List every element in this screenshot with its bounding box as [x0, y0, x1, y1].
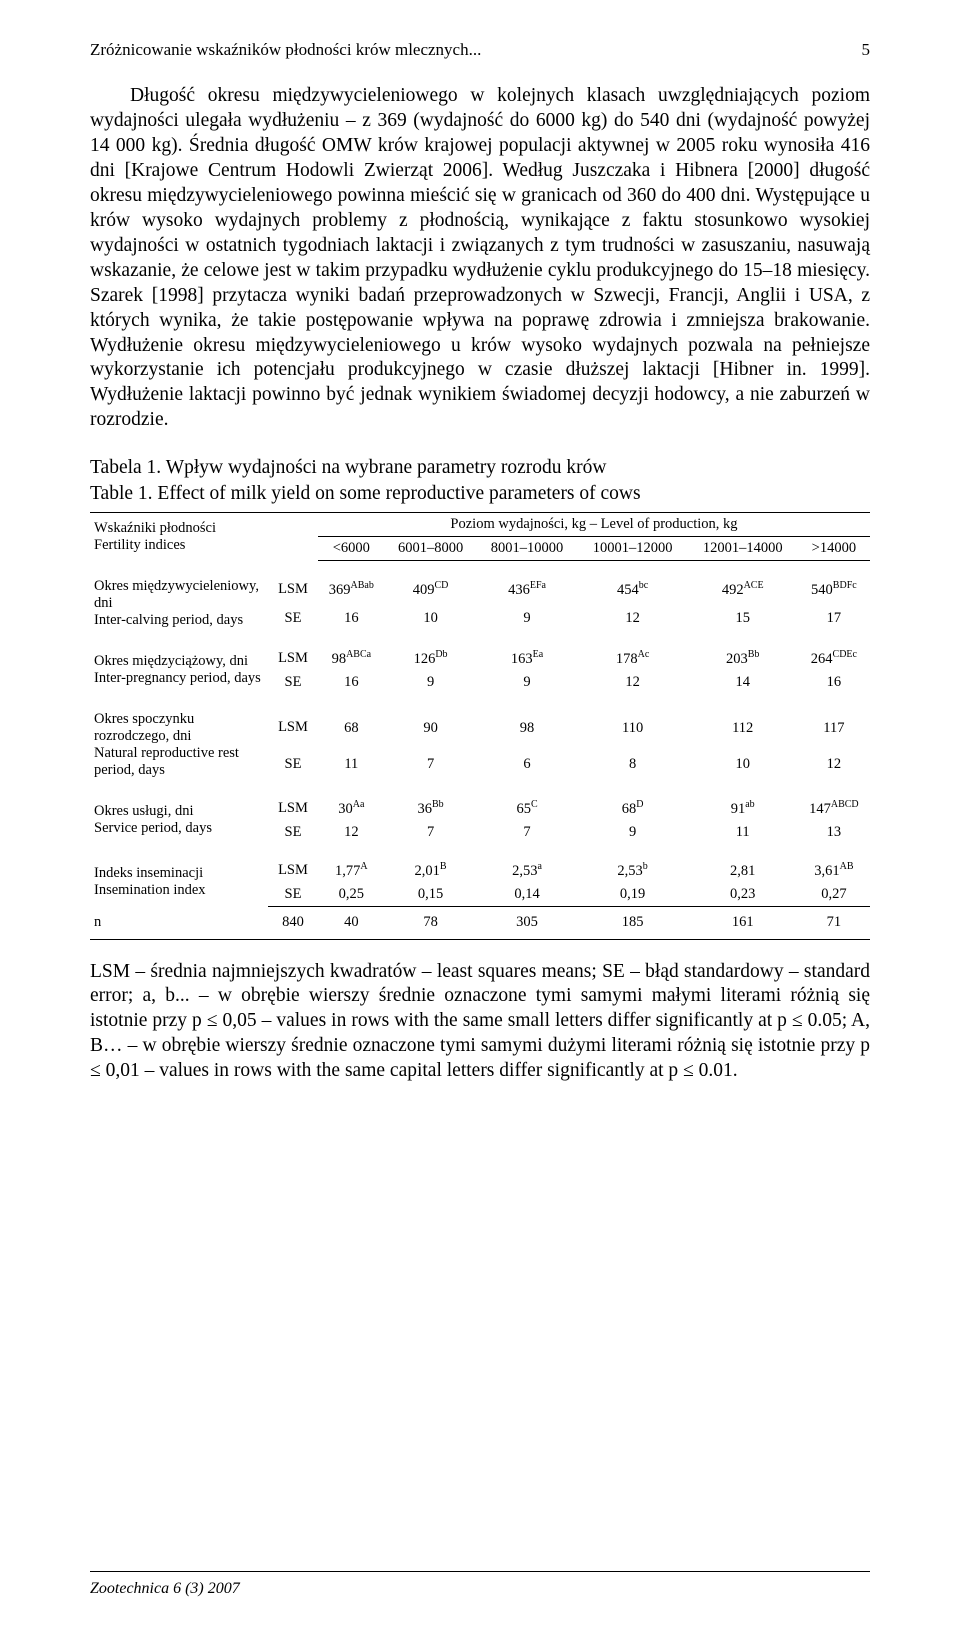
- col-3: 10001–12000: [578, 537, 688, 561]
- row-header-pl: Wskaźniki płodności: [94, 520, 216, 536]
- table-row: Okres międzyciążowy, dni Inter-pregnancy…: [90, 646, 870, 671]
- table-caption-en: Table 1. Effect of milk yield on some re…: [90, 481, 870, 506]
- table-caption-pl: Tabela 1. Wpływ wydajności na wybrane pa…: [90, 455, 870, 480]
- se-label: SE: [268, 605, 318, 632]
- footer-rule: [90, 1571, 870, 1572]
- lsm-label: LSM: [268, 575, 318, 605]
- table-row: Okres usługi, dni Service period, days L…: [90, 796, 870, 821]
- table-legend: LSM – średnia najmniejszych kwadratów – …: [90, 960, 870, 1085]
- col-1: 6001–8000: [385, 537, 477, 561]
- body-paragraph: Długość okresu międzywycieleniowego w ko…: [90, 84, 870, 433]
- row1-label: Okres międzyciążowy, dni Inter-pregnancy…: [90, 646, 268, 694]
- row2-label: Okres spoczynku rozrodczego, dni Natural…: [90, 708, 268, 782]
- col-5: >14000: [798, 537, 870, 561]
- footer-text: Zootechnica 6 (3) 2007: [90, 1580, 240, 1598]
- level-header: Poziom wydajności, kg – Level of product…: [318, 513, 870, 537]
- table-row: n 840 40 78 305 185 161 71: [90, 906, 870, 940]
- table-caption: Tabela 1. Wpływ wydajności na wybrane pa…: [90, 455, 870, 506]
- row4-label: Indeks inseminacji Insemination index: [90, 858, 268, 906]
- col-0: <6000: [318, 537, 385, 561]
- data-table: Wskaźniki płodności Fertility indices Po…: [90, 512, 870, 940]
- col-2: 8001–10000: [477, 537, 578, 561]
- row0-label: Okres międzywycieleniowy, dni Inter-calv…: [90, 575, 268, 632]
- table-row: Okres międzywycieleniowy, dni Inter-calv…: [90, 575, 870, 605]
- table-row: Indeks inseminacji Insemination index LS…: [90, 858, 870, 883]
- table-row: Okres spoczynku rozrodczego, dni Natural…: [90, 708, 870, 746]
- running-head: Zróżnicowanie wskaźników płodności krów …: [90, 40, 870, 60]
- row-header-en: Fertility indices: [94, 537, 185, 553]
- col-4: 12001–14000: [688, 537, 798, 561]
- n-label: n: [90, 906, 268, 940]
- running-title: Zróżnicowanie wskaźników płodności krów …: [90, 40, 481, 60]
- row3-label: Okres usługi, dni Service period, days: [90, 796, 268, 844]
- page-number: 5: [862, 40, 871, 60]
